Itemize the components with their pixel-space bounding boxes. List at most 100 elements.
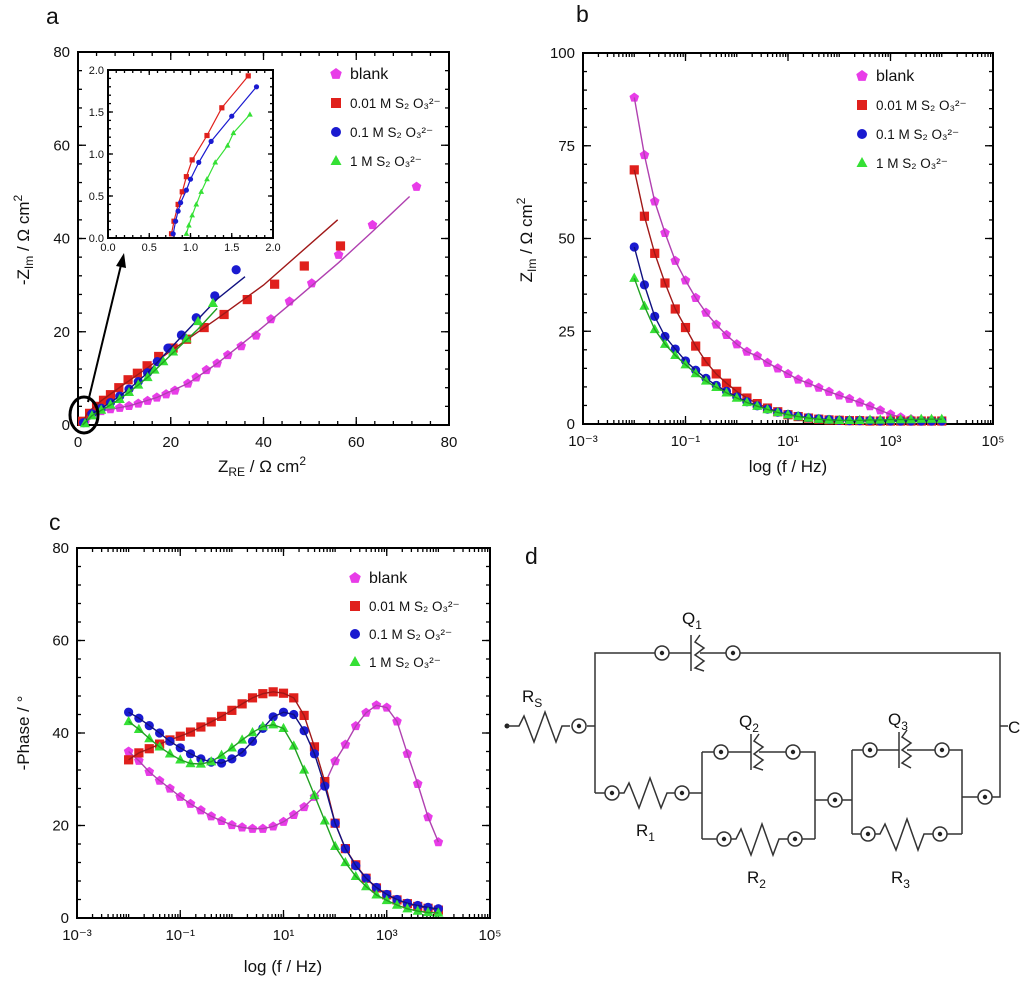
panel-b-y-tick-label: 100 <box>550 45 575 62</box>
panel-c-legend-label: 1 M S₂ O₃²⁻ <box>369 655 441 670</box>
inset-y-tick-label: 0.0 <box>89 233 104 245</box>
panel-c-data-point <box>185 758 196 768</box>
inset-data-point <box>224 142 231 148</box>
panel-c-data-point <box>175 754 186 764</box>
panel-a-y-tick-label: 60 <box>53 137 70 154</box>
panel-b-fit-line <box>633 169 942 422</box>
panel-a-data-point <box>86 410 97 420</box>
panel-a-legend-marker <box>331 98 341 108</box>
panel-a-data-point <box>163 343 173 353</box>
panel-b-x-tick-label: 10⁻¹ <box>671 433 701 450</box>
panel-a-data-point <box>242 294 252 305</box>
panel-b-data-point <box>854 414 865 424</box>
panel-c-data-point <box>402 903 413 913</box>
inset-data-point <box>219 105 225 111</box>
panel-a-fit-line <box>81 219 339 426</box>
panel-b-data-point <box>782 409 794 419</box>
panel-b-data-point <box>885 414 896 424</box>
panel-a-data-point <box>132 368 142 378</box>
panel-a-y-tick-label: 0 <box>62 417 70 434</box>
panel-b-y-tick-label: 0 <box>567 416 575 433</box>
inset-data-point <box>253 84 260 90</box>
inset-fit-line <box>185 114 251 234</box>
panel-b-y-tick-label: 75 <box>558 138 575 155</box>
panel-a-data-point <box>210 291 220 301</box>
panel-c-data-point <box>278 722 289 733</box>
panel-a-data-point <box>193 315 204 326</box>
panel-a-fit-line <box>84 195 411 424</box>
label-rs: RS <box>522 687 542 710</box>
panel-c-x-tick-label: 10³ <box>376 927 398 944</box>
inset-data-point <box>204 176 210 182</box>
panel-c-x-axis-label: log (f / Hz) <box>244 957 322 976</box>
circuit-node-dot <box>659 650 665 656</box>
inset-data-point <box>245 73 251 79</box>
panel-c-y-axis-label: -Phase / ° <box>14 696 33 771</box>
label-q2: Q2 <box>739 712 759 735</box>
panel-b-legend-marker <box>856 69 868 81</box>
panel-c-y-tick-label: 0 <box>61 910 69 927</box>
panel-c-legend-label: 0.01 M S₂ O₃²⁻ <box>369 599 460 614</box>
panel-b-data-point <box>926 413 937 423</box>
panel-b-data-point <box>936 413 947 423</box>
panel-c-legend-marker <box>350 629 360 639</box>
inset-data-point <box>193 201 200 207</box>
panel-c-legend-label: 0.1 M S₂ O₃²⁻ <box>369 627 452 642</box>
panel-b-data-point <box>916 413 927 423</box>
panel-a-data-point <box>333 249 344 259</box>
circuit-node-dot <box>721 836 727 842</box>
circuit-node-dot <box>576 723 582 729</box>
inset-data-point <box>196 159 202 165</box>
panel-b-data-point <box>895 414 906 424</box>
panel-c-y-tick-label: 20 <box>52 818 69 835</box>
panel-b-y-tick-label: 25 <box>558 323 575 340</box>
panel-c-data-point <box>195 758 206 768</box>
panel-b-data-point <box>834 414 845 424</box>
panel-c-x-tick-label: 10⁻¹ <box>165 927 195 944</box>
inset-data-point <box>183 174 189 180</box>
panel-a-data-point <box>367 219 378 230</box>
panel-b-y-axis-label: ZIm / Ω cm2 <box>514 197 539 282</box>
panel-b-data-point <box>813 413 824 423</box>
inset-x-tick-label: 0.5 <box>142 242 157 254</box>
panel-b-data-point <box>629 272 640 282</box>
resistor-r3 <box>875 816 933 853</box>
panel-b-x-tick-label: 10⁻³ <box>568 433 598 450</box>
inset-data-point <box>247 111 253 117</box>
panel-a-data-point <box>181 333 192 343</box>
panel-c-x-tick-label: 10¹ <box>273 927 295 944</box>
panel-b-fit-line <box>633 277 942 421</box>
panel-a-x-tick-label: 80 <box>441 434 458 451</box>
inset-data-point <box>183 230 190 236</box>
panel-a-x-tick-label: 20 <box>162 434 179 451</box>
resistor-rs <box>507 709 570 745</box>
inset-y-tick-label: 2.0 <box>89 65 104 77</box>
panel-b-legend-marker <box>856 157 868 167</box>
label-q3: Q3 <box>888 710 908 733</box>
panel-a-y-tick-label: 80 <box>53 44 70 61</box>
panel-c-x-tick-label: 10⁻³ <box>62 927 92 944</box>
panel-c-fit-line <box>128 711 439 910</box>
panel-b-data-point <box>629 92 640 102</box>
inset-background <box>108 70 273 238</box>
circuit-node-dot <box>937 831 943 837</box>
label-q1: Q1 <box>682 609 702 632</box>
panel-a-x-tick-label: 60 <box>348 434 365 451</box>
panel-b-legend-label: 0.1 M S₂ O₃²⁻ <box>876 127 959 142</box>
panel-b-legend-label: 0.01 M S₂ O₃²⁻ <box>876 98 967 113</box>
panel-b-x-tick-label: 10¹ <box>777 433 799 450</box>
panel-a-data-point <box>266 314 276 324</box>
panel-a-data-point <box>168 346 179 356</box>
panel-a-x-tick-label: 0 <box>74 434 82 451</box>
inset-data-point <box>230 129 237 136</box>
panel-c-fit-line <box>128 704 440 843</box>
panel-a-x-tick-label: 40 <box>255 434 272 451</box>
equivalent-circuit: C RS Q1 Q2 Q3 R1 R2 R3 <box>504 609 1020 891</box>
panel-a-legend-marker <box>330 155 342 165</box>
circuit-node-dot <box>832 797 838 803</box>
panel-c-legend-marker <box>349 571 361 583</box>
inset-fit-line <box>172 86 257 234</box>
inset-x-tick-label: 1.5 <box>224 242 239 254</box>
inset-data-point <box>179 189 185 195</box>
